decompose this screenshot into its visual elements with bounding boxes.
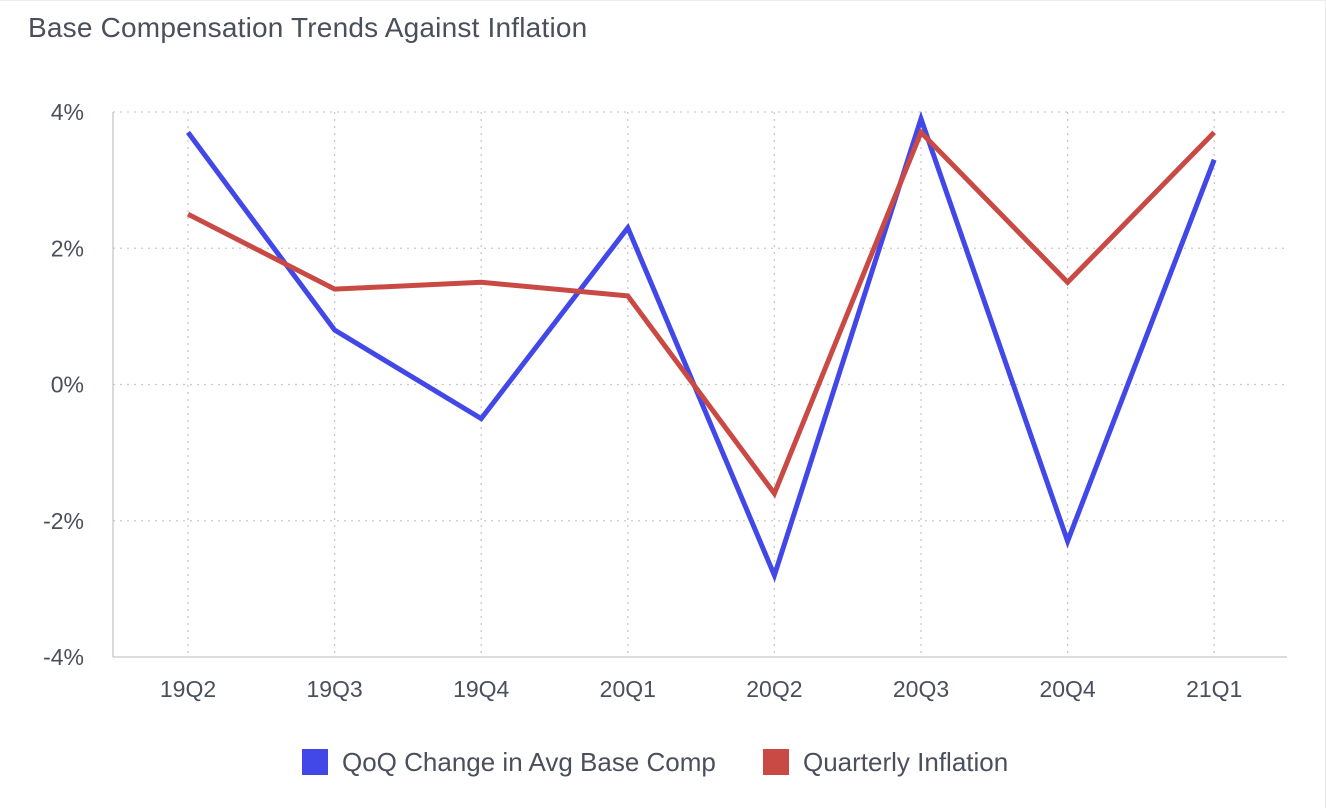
series-line-0 — [185, 110, 1217, 583]
y-tick-label: 2% — [51, 235, 84, 261]
legend-label-qoq-change: QoQ Change in Avg Base Comp — [342, 746, 716, 777]
label-layer: 4% 2% 0% -2% -4% 19Q2 19Q3 19Q4 20Q1 20Q2 20Q3 20Q4… — [43, 99, 1242, 702]
x-tick-label: 20Q4 — [1039, 676, 1095, 702]
legend-swatch-quarterly-inflation — [763, 749, 789, 775]
legend-item-qoq-change[interactable]: QoQ Change in Avg Base Comp — [302, 744, 716, 780]
legend-swatch-qoq-change — [302, 749, 328, 775]
chart-title: Base Compensation Trends Against Inflati… — [28, 12, 588, 43]
x-tick-label: 19Q2 — [160, 676, 216, 702]
x-tick-label: 20Q2 — [746, 676, 802, 702]
x-tick-label: 19Q4 — [453, 676, 509, 702]
series-layer — [185, 110, 1217, 583]
grid-layer — [113, 111, 1287, 657]
y-tick-label: -2% — [43, 508, 84, 534]
y-tick-label: 0% — [51, 372, 84, 398]
y-tick-label: 4% — [51, 99, 84, 125]
x-tick-label: 21Q1 — [1186, 676, 1242, 702]
x-tick-label: 20Q1 — [600, 676, 656, 702]
y-tick-label: -4% — [43, 644, 84, 670]
chart-legend: QoQ Change in Avg Base Comp Quarterly In… — [0, 744, 1326, 780]
x-tick-label: 20Q3 — [893, 676, 949, 702]
series-line-1 — [186, 127, 1216, 499]
legend-label-quarterly-inflation: Quarterly Inflation — [803, 746, 1009, 777]
axis-layer — [112, 112, 1287, 658]
legend-item-quarterly-inflation[interactable]: Quarterly Inflation — [763, 744, 1008, 780]
x-tick-label: 19Q3 — [306, 676, 362, 702]
